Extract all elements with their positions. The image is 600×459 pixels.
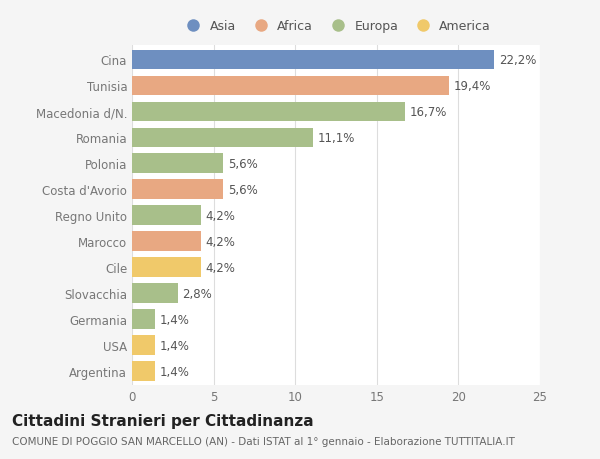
Text: 4,2%: 4,2% — [205, 209, 235, 222]
Bar — [132, 336, 155, 355]
Bar — [132, 76, 449, 96]
Text: 16,7%: 16,7% — [409, 106, 447, 118]
Bar — [132, 154, 223, 174]
Text: 1,4%: 1,4% — [160, 313, 190, 326]
Bar — [132, 180, 223, 200]
Text: 19,4%: 19,4% — [454, 79, 491, 93]
Legend: Asia, Africa, Europa, America: Asia, Africa, Europa, America — [181, 20, 491, 33]
Bar — [132, 284, 178, 303]
Text: 1,4%: 1,4% — [160, 365, 190, 378]
Bar — [132, 206, 200, 225]
Text: 11,1%: 11,1% — [318, 131, 355, 145]
Bar — [132, 102, 404, 122]
Text: 22,2%: 22,2% — [499, 54, 536, 67]
Text: Cittadini Stranieri per Cittadinanza: Cittadini Stranieri per Cittadinanza — [12, 413, 314, 428]
Text: 4,2%: 4,2% — [205, 235, 235, 248]
Text: 1,4%: 1,4% — [160, 339, 190, 352]
Bar — [132, 362, 155, 381]
Bar — [132, 128, 313, 148]
Bar — [132, 258, 200, 277]
Text: 4,2%: 4,2% — [205, 261, 235, 274]
Text: 5,6%: 5,6% — [228, 183, 258, 196]
Text: 5,6%: 5,6% — [228, 157, 258, 170]
Text: COMUNE DI POGGIO SAN MARCELLO (AN) - Dati ISTAT al 1° gennaio - Elaborazione TUT: COMUNE DI POGGIO SAN MARCELLO (AN) - Dat… — [12, 436, 515, 446]
Bar — [132, 50, 494, 70]
Text: 2,8%: 2,8% — [182, 287, 212, 300]
Bar — [132, 232, 200, 252]
Bar — [132, 310, 155, 329]
